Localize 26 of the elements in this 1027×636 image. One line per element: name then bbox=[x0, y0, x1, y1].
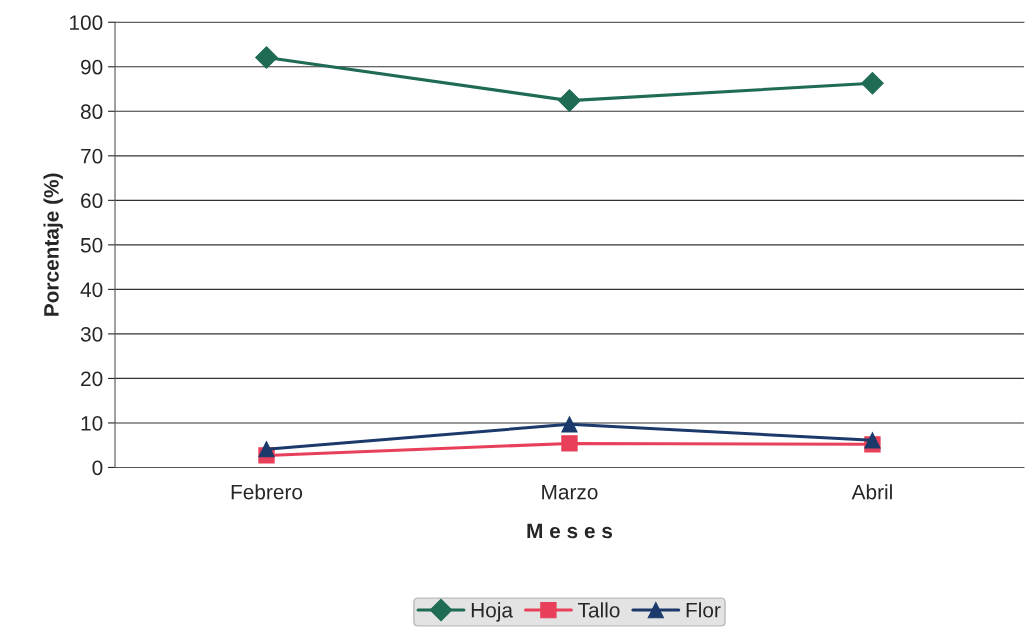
point bbox=[561, 435, 578, 452]
legend-label: Flor bbox=[686, 602, 721, 618]
y-tick-label: 0 bbox=[92, 460, 103, 476]
y-tick-label: 90 bbox=[81, 59, 103, 75]
y-axis-title: Porcentaje (%) bbox=[43, 173, 63, 316]
point bbox=[255, 46, 278, 69]
y-tick-label: 70 bbox=[81, 148, 103, 164]
y-tick-label: 60 bbox=[81, 193, 103, 209]
legend-label: Tallo bbox=[578, 602, 620, 618]
x-tick-label: Febrero bbox=[231, 484, 303, 500]
legend-label: Hoja bbox=[471, 602, 513, 622]
point bbox=[561, 416, 578, 433]
point bbox=[558, 89, 581, 112]
x-tick-label: Marzo bbox=[542, 484, 598, 500]
point bbox=[861, 71, 884, 95]
y-tick-label: 100 bbox=[70, 15, 103, 31]
point bbox=[258, 441, 275, 458]
y-tick-label: 20 bbox=[81, 371, 103, 387]
x-tick-label: Abril bbox=[851, 484, 892, 500]
x-axis-title: M e s e s bbox=[527, 523, 613, 539]
y-tick-label: 80 bbox=[80, 104, 103, 120]
y-tick-label: 30 bbox=[80, 326, 103, 342]
y-tick-label: 50 bbox=[80, 237, 103, 253]
y-tick-label: 10 bbox=[81, 415, 103, 431]
y-tick-label: 40 bbox=[80, 282, 103, 298]
point bbox=[864, 432, 881, 449]
